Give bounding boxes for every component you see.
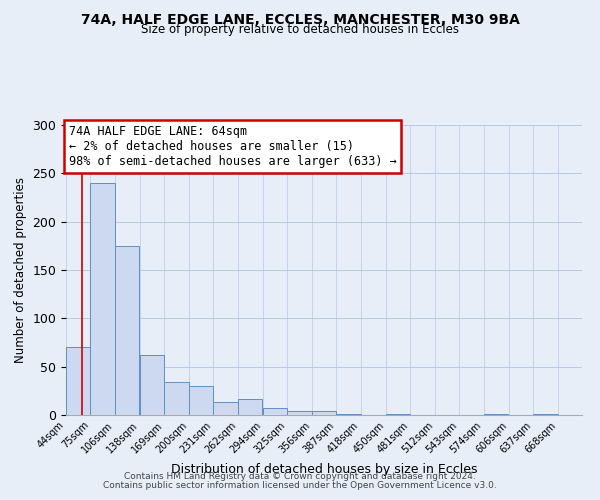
Y-axis label: Number of detached properties: Number of detached properties: [14, 177, 27, 363]
Bar: [164, 382, 189, 415]
Bar: [336, 414, 361, 415]
Bar: [214, 402, 238, 415]
Bar: [312, 411, 336, 415]
Bar: [238, 398, 262, 415]
Bar: [263, 408, 287, 415]
Bar: [484, 414, 508, 415]
Text: Contains public sector information licensed under the Open Government Licence v3: Contains public sector information licen…: [103, 481, 497, 490]
Text: 74A HALF EDGE LANE: 64sqm
← 2% of detached houses are smaller (15)
98% of semi-d: 74A HALF EDGE LANE: 64sqm ← 2% of detach…: [68, 125, 397, 168]
Bar: [533, 414, 557, 415]
Bar: [66, 348, 91, 415]
Text: Contains HM Land Registry data © Crown copyright and database right 2024.: Contains HM Land Registry data © Crown c…: [124, 472, 476, 481]
Text: Size of property relative to detached houses in Eccles: Size of property relative to detached ho…: [141, 22, 459, 36]
Bar: [115, 246, 139, 415]
Text: 74A, HALF EDGE LANE, ECCLES, MANCHESTER, M30 9BA: 74A, HALF EDGE LANE, ECCLES, MANCHESTER,…: [80, 12, 520, 26]
Bar: [386, 414, 410, 415]
Bar: [91, 183, 115, 415]
X-axis label: Distribution of detached houses by size in Eccles: Distribution of detached houses by size …: [171, 463, 477, 476]
Bar: [140, 355, 164, 415]
Bar: [287, 411, 312, 415]
Bar: [189, 386, 214, 415]
